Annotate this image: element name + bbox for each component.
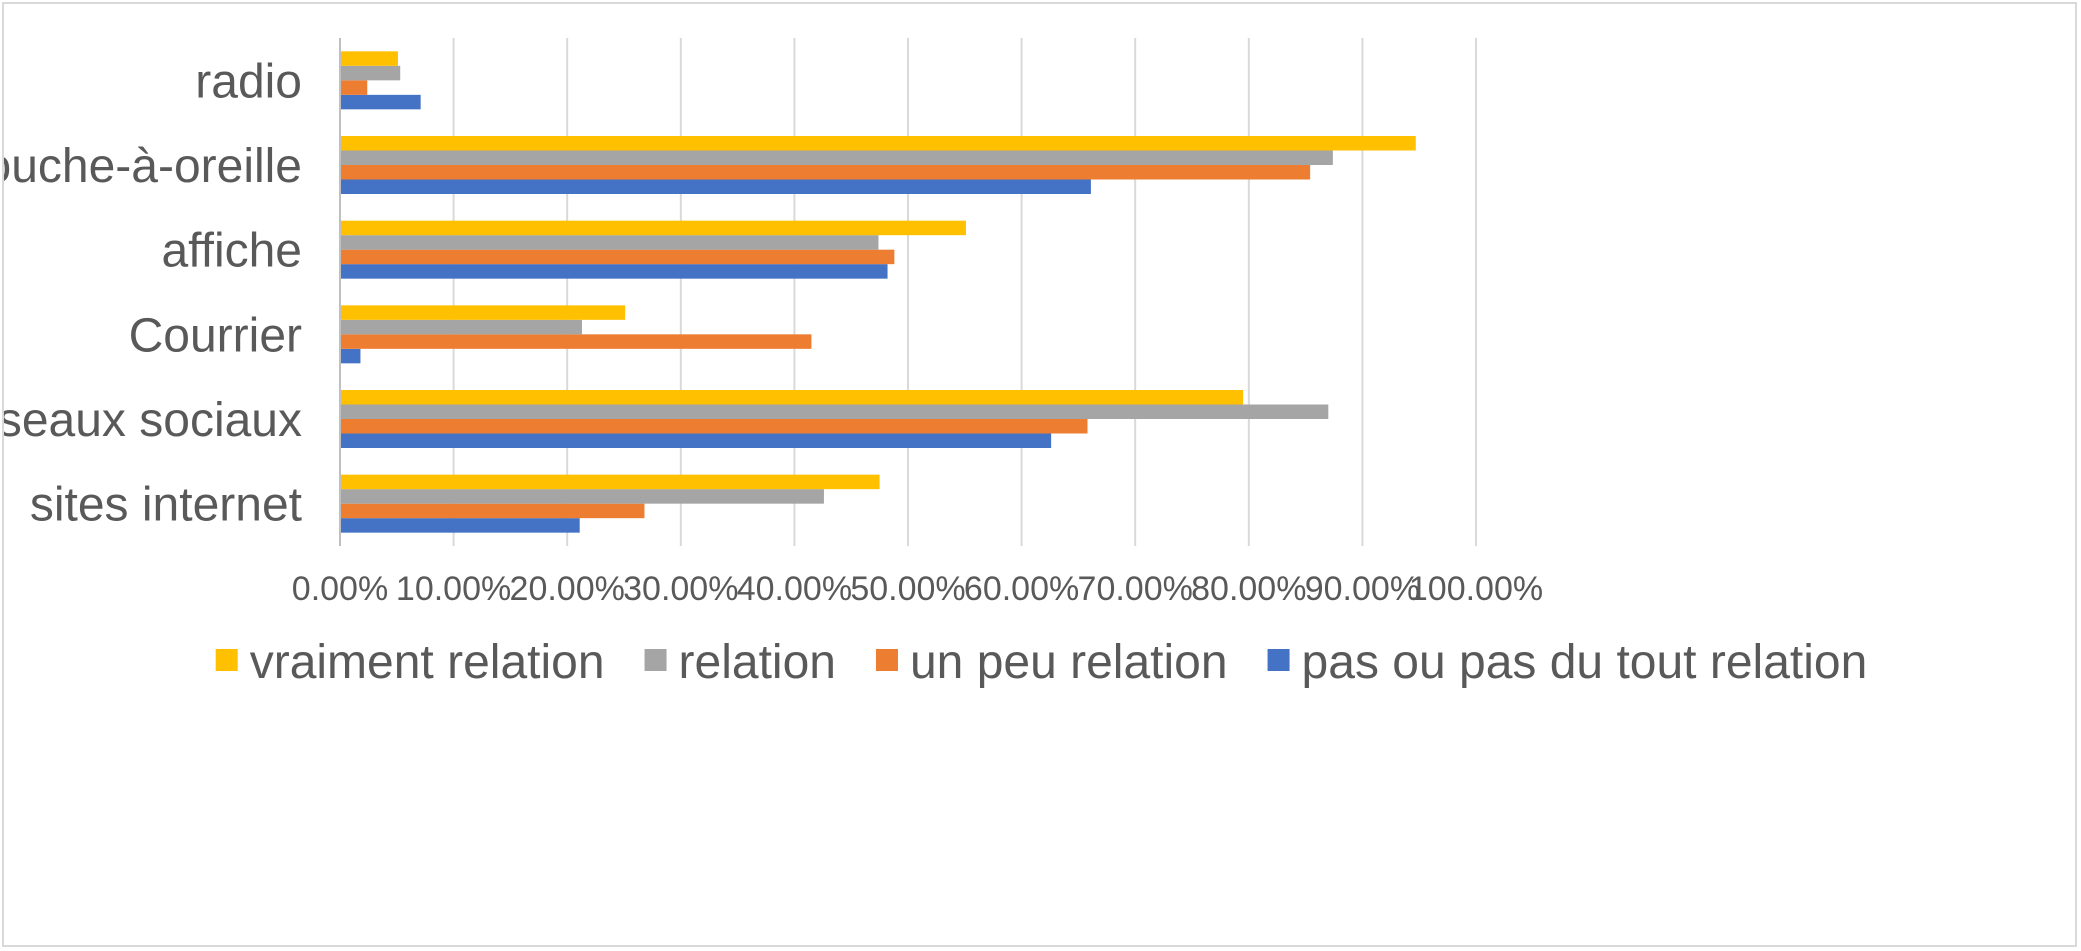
bar-un-peu-relation-reseaux-sociaux: [340, 419, 1088, 434]
x-tick-label: 100.00%: [1409, 570, 1543, 608]
x-tick-labels: 0.00% 10.00%20.00%30.00%40.00%50.00%60.00…: [292, 570, 1543, 608]
x-tick-label: 10.00%: [396, 570, 511, 608]
bar-pas-ou-pas-du-tout-relation-sites-internet: [340, 518, 580, 533]
legend-label: un peu relation: [910, 636, 1228, 689]
legend: vraiment relation relation un peu relation…: [215, 636, 1868, 689]
bar-pas-ou-pas-du-tout-relation-reseaux-sociaux: [340, 433, 1052, 448]
legend-swatch: [215, 649, 238, 671]
bar-vraiment-relation-courrier: [340, 305, 626, 320]
bar-relation-reseaux-sociaux: [340, 404, 1329, 419]
bar-vraiment-relation-reseaux-sociaux: [340, 390, 1244, 405]
bars: [340, 51, 1416, 533]
category-label-bouche-a-oreille: bouche-à-oreille: [4, 140, 302, 193]
x-tick-label: 80.00%: [1191, 570, 1306, 608]
bar-un-peu-relation-courrier: [340, 334, 812, 349]
legend-label: vraiment relation: [250, 636, 605, 689]
category-label-radio: radio: [195, 55, 302, 108]
bar-un-peu-relation-sites-internet: [340, 503, 645, 519]
bar-relation-radio: [340, 65, 401, 81]
bar-vraiment-relation-sites-internet: [340, 474, 880, 490]
bar-un-peu-relation-affiche: [340, 249, 895, 265]
bar-un-peu-relation-radio: [340, 80, 368, 95]
bar-pas-ou-pas-du-tout-relation-affiche: [340, 264, 888, 279]
category-label-sites-internet: sites internet: [30, 479, 302, 532]
legend-label: relation: [679, 636, 836, 689]
category-labels: sites internet réseaux sociaux Courrier aff…: [4, 55, 302, 531]
legend-swatch: [1267, 649, 1290, 671]
legend-item-relation: relation: [644, 636, 836, 689]
legend-swatch: [875, 649, 898, 671]
legend-item-un-peu-relation: un peu relation: [875, 636, 1228, 689]
bar-vraiment-relation-radio: [340, 51, 398, 66]
legend-swatch: [644, 649, 667, 671]
bar-chart: sites internet réseaux sociaux Courrier aff…: [4, 38, 1868, 689]
legend-item-vraiment-relation: vraiment relation: [215, 636, 605, 689]
x-tick-label: 20.00%: [510, 570, 625, 608]
x-tick-label: 60.00%: [964, 570, 1079, 608]
category-label-courrier: Courrier: [129, 309, 302, 362]
x-tick-label: 90.00%: [1305, 570, 1420, 608]
x-tick-label: 0.00%: [292, 570, 388, 608]
x-tick-label: 30.00%: [623, 570, 738, 608]
bar-relation-sites-internet: [340, 489, 824, 504]
x-tick-label: 70.00%: [1078, 570, 1193, 608]
bar-pas-ou-pas-du-tout-relation-courrier: [340, 348, 361, 364]
x-tick-label: 50.00%: [850, 570, 965, 608]
legend-label: pas ou pas du tout relation: [1302, 636, 1868, 689]
bar-vraiment-relation-bouche-a-oreille: [340, 136, 1416, 151]
gridlines: [452, 38, 1477, 546]
bar-pas-ou-pas-du-tout-relation-radio: [340, 94, 421, 110]
bar-relation-affiche: [340, 235, 879, 250]
bar-pas-ou-pas-du-tout-relation-bouche-a-oreille: [340, 179, 1091, 194]
bar-un-peu-relation-bouche-a-oreille: [340, 165, 1311, 180]
category-label-affiche: affiche: [161, 225, 302, 278]
bar-relation-courrier: [340, 319, 582, 335]
bar-relation-bouche-a-oreille: [340, 150, 1333, 165]
x-tick-label: 40.00%: [737, 570, 852, 608]
bar-vraiment-relation-affiche: [340, 220, 966, 236]
category-label-reseaux-sociaux: réseaux sociaux: [4, 394, 302, 447]
legend-item-pas-ou-pas-du-tout-relation: pas ou pas du tout relation: [1267, 636, 1868, 689]
